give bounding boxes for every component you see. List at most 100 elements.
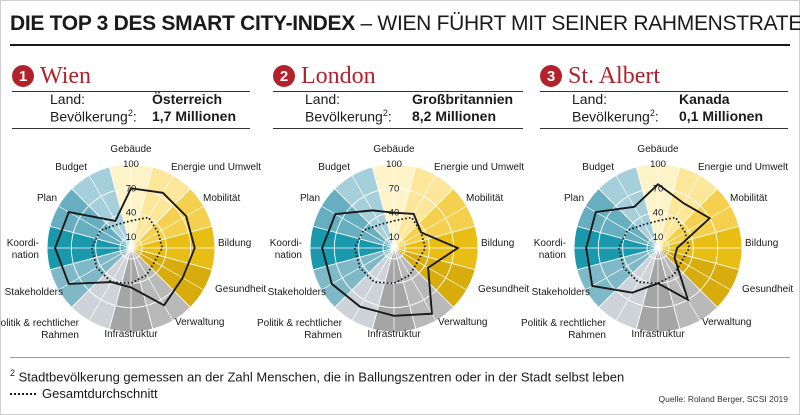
population-label: Bevölkerung2:	[50, 108, 137, 125]
radar-axis-label: Koordi-nation	[534, 238, 566, 261]
headline-rule	[10, 44, 790, 46]
radar-axis-label: Stakeholders	[268, 287, 326, 298]
radar-tick-label: 40	[126, 208, 137, 219]
radar-spoke	[657, 247, 731, 291]
radar-spoke	[88, 175, 132, 249]
radar-axis-label: Infrastruktur	[367, 329, 421, 340]
radar-tick-label: 100	[386, 159, 402, 170]
radar-axis-label: Gebäude	[110, 144, 152, 155]
radar-tick-label: 10	[653, 232, 664, 243]
footer-rule	[10, 357, 790, 358]
radar-axis-label: Politik & rechtlicher Rahmen	[0, 318, 80, 341]
population-label-text: Bevölkerung	[305, 108, 383, 125]
headline-bold: DIE TOP 3 DES SMART CITY-INDEX	[10, 12, 355, 35]
country-row: Land: Kanada	[572, 91, 730, 107]
radar-axis-label: Bildung	[745, 238, 778, 249]
radar-axis-label: Plan	[300, 193, 320, 204]
radar-axis-label: Gesundheit	[742, 284, 793, 295]
rank-badge: 2	[273, 65, 295, 87]
radar-axis-label: Budget	[582, 162, 614, 173]
rank-badge: 3	[540, 65, 562, 87]
radar-spoke	[615, 247, 659, 321]
radar-axis-label: Gebäude	[637, 144, 679, 155]
radar-spoke	[130, 205, 204, 249]
radar-axis-label: Koordi-nation	[7, 238, 39, 261]
footnote-mark: 2	[10, 368, 16, 378]
radar-axis-label: Politik & rechtlicher Rahmen	[521, 318, 607, 341]
country-value: Großbritannien	[412, 91, 514, 107]
radar-spoke	[657, 175, 701, 249]
radar-axis-label: Gesundheit	[215, 284, 266, 295]
radar-chart-3: 10 40 70 100 Gebäude Energie und Umwelt Mobili…	[521, 144, 793, 341]
radar-axis-label: Energie und Umwelt	[698, 162, 788, 173]
radar-axis-label: Budget	[318, 162, 350, 173]
population-value: 1,7 Millionen	[152, 108, 237, 124]
radar-spoke	[88, 247, 132, 321]
radar-tick-label: 40	[653, 208, 664, 219]
population-label-text: Bevölkerung	[572, 108, 650, 125]
radar-axis-label: Verwaltung	[702, 317, 751, 328]
radar-axis-label: Verwaltung	[438, 317, 487, 328]
radar-tick-label: 10	[389, 232, 400, 243]
radar-axis-label: Mobilität	[203, 193, 240, 204]
population-footnote-mark: 2	[382, 108, 388, 118]
population-label-text: Bevölkerung	[50, 108, 128, 125]
headline-light: – WIEN FÜHRT MIT SEINER RAHMENSTRATEGIE	[354, 12, 800, 35]
population-label-colon: :	[132, 108, 137, 125]
radar-axis-label: Gebäude	[373, 144, 415, 155]
radar-axis-label: Koordi-nation	[270, 238, 302, 261]
city-name: St. Albert	[568, 62, 661, 89]
radar-axis-label: Energie und Umwelt	[171, 162, 261, 173]
radar-axis-label: Bildung	[481, 238, 514, 249]
radar-series-city	[54, 187, 196, 307]
country-label: Land:	[572, 91, 608, 107]
city-rule	[273, 128, 523, 129]
rank-badge: 1	[12, 65, 34, 87]
radar-axis-label: Infrastruktur	[631, 329, 685, 340]
population-label: Bevölkerung2:	[305, 108, 392, 125]
radar-axis-label: Politik & rechtlicher Rahmen	[257, 318, 343, 341]
population-label-colon: :	[387, 108, 392, 125]
radar-spoke	[585, 247, 659, 291]
radar-spoke	[393, 205, 467, 249]
radar-series-city	[585, 183, 712, 302]
city-header-1: 1 Wien	[12, 62, 91, 90]
radar-tick-label: 70	[653, 183, 664, 194]
country-row: Land: Großbritannien	[305, 91, 513, 107]
radar-tick-label: 10	[126, 232, 137, 243]
radar-spoke	[351, 175, 395, 249]
population-value: 8,2 Millionen	[412, 108, 497, 124]
radar-spoke	[615, 175, 659, 249]
radar-axis-label: Mobilität	[730, 193, 767, 204]
radar-tick-label: 70	[389, 183, 400, 194]
radar-series-average	[90, 216, 164, 285]
city-rule	[12, 128, 250, 129]
radar-spoke	[393, 247, 437, 321]
radar-spoke	[585, 205, 659, 249]
city-rule	[540, 128, 788, 129]
radar-axis-label: Stakeholders	[5, 287, 63, 298]
city-header-2: 2 London	[273, 62, 376, 90]
source-note: Quelle: Roland Berger, SCSI 2019	[658, 394, 788, 404]
population-label-colon: :	[654, 108, 659, 125]
legend-dotted-line	[10, 392, 36, 395]
country-label: Land:	[305, 91, 341, 107]
city-name: Wien	[40, 62, 92, 89]
radar-spoke	[351, 247, 395, 321]
radar-spoke	[657, 205, 731, 249]
radar-axis-label: Stakeholders	[532, 287, 590, 298]
city-rule	[540, 91, 788, 92]
radar-axis-label: Budget	[55, 162, 87, 173]
population-footnote-mark: 2	[127, 108, 133, 118]
radar-axis-label: Gesundheit	[478, 284, 529, 295]
radar-axis-label: Mobilität	[466, 193, 503, 204]
radar-spoke	[657, 247, 701, 321]
radar-spoke	[321, 247, 395, 291]
radar-axis-label: Infrastruktur	[104, 329, 158, 340]
city-rule	[12, 91, 250, 92]
legend-average: Gesamtdurchschnitt	[10, 386, 158, 401]
radar-axis-label: Energie und Umwelt	[434, 162, 524, 173]
legend-average-label: Gesamtdurchschnitt	[42, 386, 158, 401]
radar-axis-label: Bildung	[218, 238, 251, 249]
